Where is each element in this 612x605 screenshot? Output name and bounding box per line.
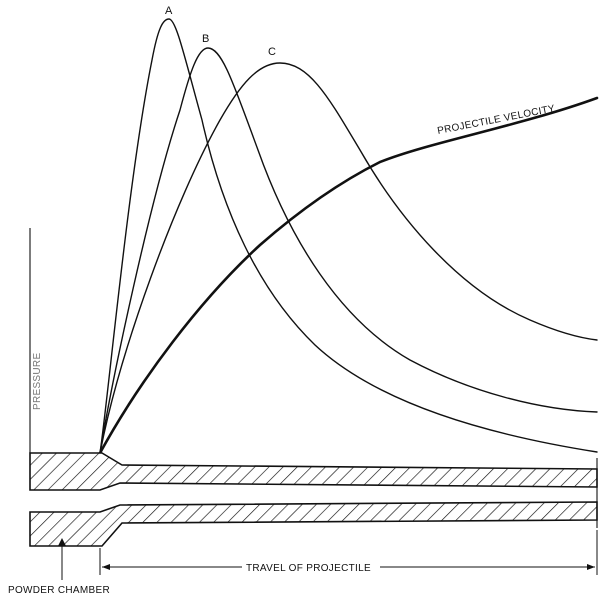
pressure-curve-a: [99, 18, 598, 454]
pressure-axis-label: PRESSURE: [32, 353, 43, 410]
curve-a-label: A: [165, 5, 173, 17]
chamber-pointer-arrow: [58, 538, 66, 546]
pressure-curve-b: [99, 47, 598, 454]
projectile-velocity-curve: [98, 96, 599, 455]
travel-arrow-left: [102, 564, 110, 570]
travel-arrow-right: [587, 564, 595, 570]
velocity-label: PROJECTILE VELOCITY: [436, 103, 556, 137]
powder-chamber-label: POWDER CHAMBER: [8, 585, 110, 596]
travel-label: TRAVEL OF PROJECTILE: [246, 563, 371, 574]
barrel-lower-wall: [29, 501, 598, 547]
barrel-upper-wall: [29, 452, 598, 491]
pressure-curve-c: [99, 62, 598, 454]
curve-c-label: C: [268, 46, 276, 58]
curve-b-label: B: [202, 33, 209, 45]
